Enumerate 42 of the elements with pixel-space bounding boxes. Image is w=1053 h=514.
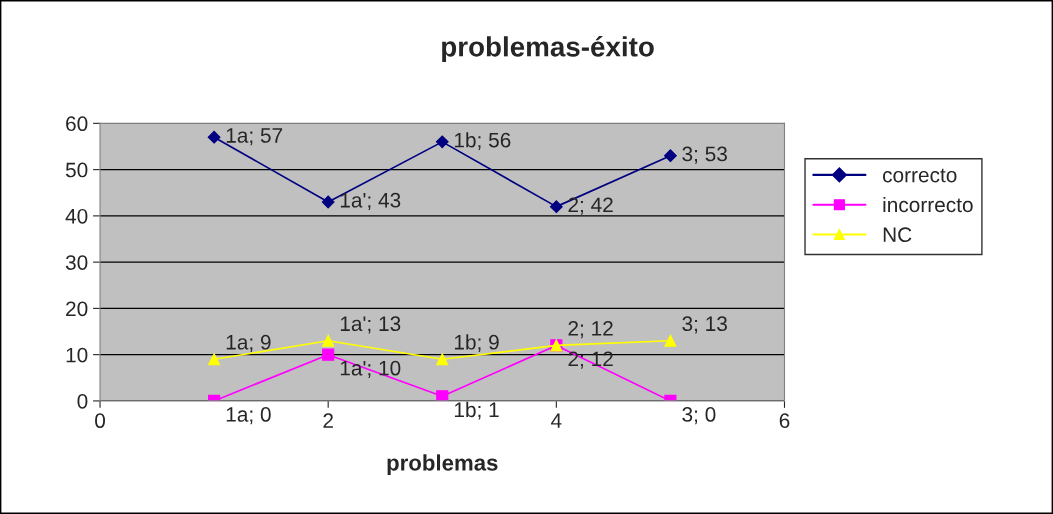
point [664,149,677,163]
point [436,353,449,366]
point [664,334,677,347]
point [322,334,335,347]
chart-title: problemas-éxito [442,35,654,63]
data-label: 2; 42 [568,197,613,215]
data-label: 1a; 0 [226,407,271,425]
point [549,200,563,214]
legend-label: incorrecto [883,196,973,213]
data-label: 1b; 9 [454,334,499,353]
data-label: 1a'; 10 [340,360,401,378]
data-label: 1a; 57 [226,128,283,146]
legend-label: NC [883,227,912,243]
x-tick-label: 2 [323,413,333,428]
point [322,348,335,361]
data-label: 3; 0 [682,407,716,425]
x-tick-label: 4 [551,413,562,428]
y-tick-label: 30 [65,255,88,270]
x-axis-title: problemas [387,454,498,476]
x-tick-label: 0 [95,413,106,429]
point [436,390,449,401]
point [207,130,221,144]
y-tick-label: 0 [77,393,88,409]
y-tick-label: 20 [66,301,88,317]
data-label: 1b; 1 [454,401,499,420]
data-label: 3; 13 [682,316,727,334]
y-tick-label: 10 [66,347,88,363]
data-label: 1b; 56 [454,132,511,150]
data-label: 1a'; 43 [340,192,401,211]
data-label: 3; 53 [682,146,727,164]
x-tick-label: 6 [779,413,790,429]
y-tick-label: 60 [66,116,88,132]
point [435,135,449,149]
data-label: 1a'; 13 [340,316,401,334]
data-label: 2; 12 [568,320,613,339]
point [208,353,221,366]
y-tick-label: 40 [65,208,88,224]
legend-label: correcto [882,168,957,183]
y-tick-label: 50 [65,162,88,178]
data-label: 2; 12 [568,351,613,369]
point [321,195,335,209]
data-label: 1a; 9 [226,334,271,353]
